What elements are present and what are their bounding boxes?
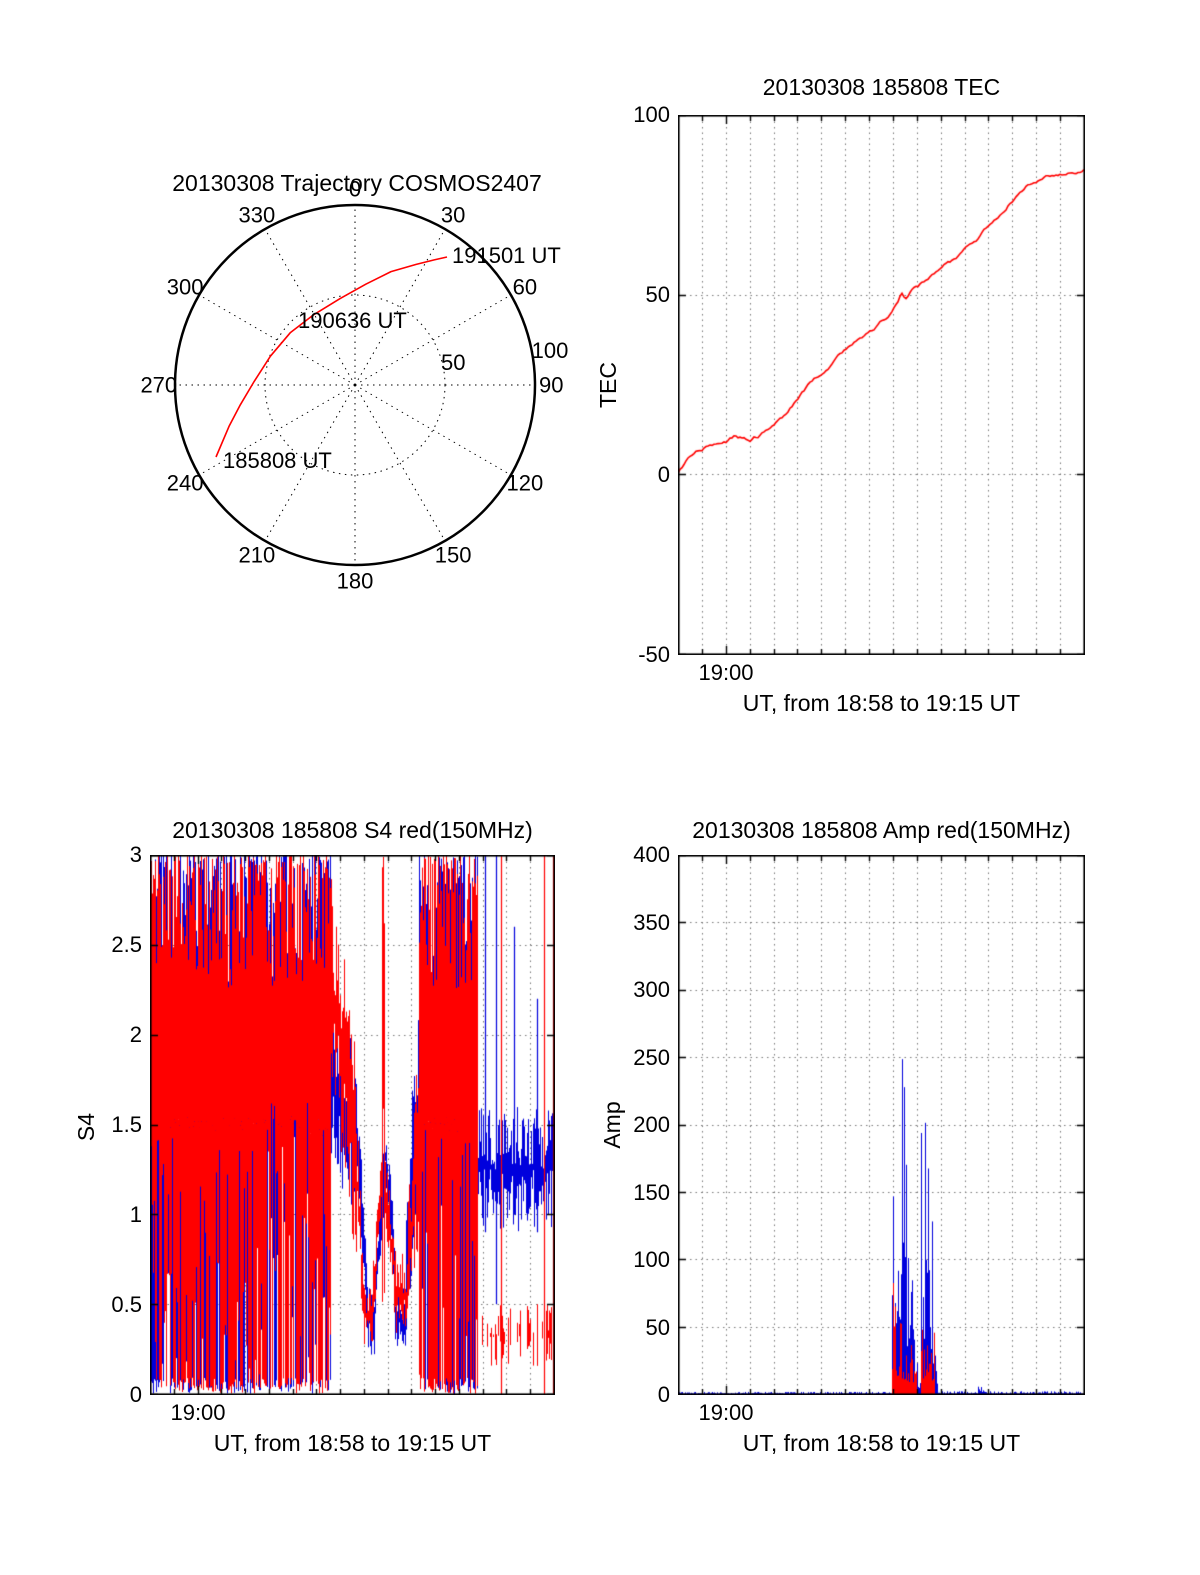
s4-y-tick-label: 1.5 <box>111 1112 142 1137</box>
amp-y-tick-label: 150 <box>633 1179 670 1205</box>
s4-x-tick-label: 19:00 <box>170 1400 226 1425</box>
azimuth-tick-label: 300 <box>167 274 204 299</box>
azimuth-tick-label: 120 <box>507 471 544 496</box>
tec-y-tick-label: 0 <box>657 462 670 487</box>
tec-y-tick-label: -50 <box>638 642 670 667</box>
s4-y-tick-label: 0.5 <box>111 1292 142 1317</box>
trajectory-time-label-190636: 190636 UT <box>298 308 407 333</box>
tec-x-axis-label: UT, from 18:58 to 19:15 UT <box>742 690 1021 716</box>
s4-x-axis-label: UT, from 18:58 to 19:15 UT <box>213 1430 492 1456</box>
tec-y-axis-label: TEC <box>595 362 621 408</box>
tec-chart-title: 20130308 185808 TEC <box>762 74 1001 100</box>
amp-y-tick-label: 50 <box>645 1314 670 1340</box>
azimuth-tick-label: 270 <box>140 373 177 398</box>
polar-spoke <box>354 384 446 542</box>
amp-y-tick-label: 250 <box>633 1044 670 1070</box>
amp-x-tick-label: 19:00 <box>698 1400 754 1425</box>
tec-x-tick-label: 19:00 <box>698 660 754 685</box>
polar-spoke <box>354 384 512 476</box>
polar-spoke <box>264 384 356 542</box>
amp-y-tick-label: 300 <box>633 977 670 1002</box>
s4-chart-title: 20130308 185808 S4 red(150MHz) <box>172 817 533 843</box>
elevation-ring <box>264 294 446 476</box>
range-ring-label: 50 <box>441 350 465 375</box>
azimuth-tick-label: 330 <box>239 203 276 228</box>
satellite-trajectory-path <box>215 256 448 458</box>
polar-spoke <box>354 228 446 386</box>
s4-y-tick-label: 2.5 <box>111 932 142 957</box>
azimuth-tick-label: 210 <box>239 542 276 567</box>
amp-y-tick-label: 0 <box>657 1382 670 1407</box>
s4-chart-canvas <box>150 855 555 1395</box>
s4-y-tick-label: 1 <box>129 1202 142 1227</box>
amp-chart-canvas <box>678 855 1085 1395</box>
s4-y-tick-label: 0 <box>129 1382 142 1407</box>
azimuth-tick-label: 60 <box>513 274 537 299</box>
s4-y-tick-label: 2 <box>129 1022 142 1047</box>
polar-spoke <box>264 228 356 386</box>
polar-spoke <box>198 294 356 386</box>
amp-y-tick-label: 350 <box>633 909 670 935</box>
amp-y-tick-label: 100 <box>633 1247 670 1272</box>
sky-trajectory-plot: 0 30 60 90 120 150 180 210 240 270 300 330 50 100 <box>140 176 569 594</box>
range-ring-label: 100 <box>532 338 569 363</box>
azimuth-tick-label: 240 <box>167 471 204 496</box>
azimuth-tick-label: 0 <box>349 176 361 201</box>
amp-y-tick-label: 400 <box>633 842 670 867</box>
azimuth-tick-label: 180 <box>337 569 374 594</box>
amp-y-tick-label: 200 <box>633 1112 670 1137</box>
polar-outer-circle <box>173 203 537 567</box>
amp-chart-title: 20130308 185808 Amp red(150MHz) <box>692 817 1071 843</box>
trajectory-time-label-191501: 191501 UT <box>452 243 561 268</box>
azimuth-tick-label: 30 <box>441 203 465 228</box>
s4-y-tick-label: 3 <box>129 842 142 867</box>
amp-x-axis-label: UT, from 18:58 to 19:15 UT <box>742 1430 1021 1456</box>
polar-plot-title: 20130308 Trajectory COSMOS2407 <box>172 170 542 196</box>
azimuth-tick-label: 150 <box>435 542 472 567</box>
azimuth-tick-label: 90 <box>539 373 563 398</box>
tec-y-tick-label: 100 <box>633 102 670 127</box>
trajectory-time-label-185808: 185808 UT <box>223 448 332 473</box>
tec-y-tick-label: 50 <box>645 282 670 307</box>
tec-chart-canvas <box>678 115 1085 655</box>
